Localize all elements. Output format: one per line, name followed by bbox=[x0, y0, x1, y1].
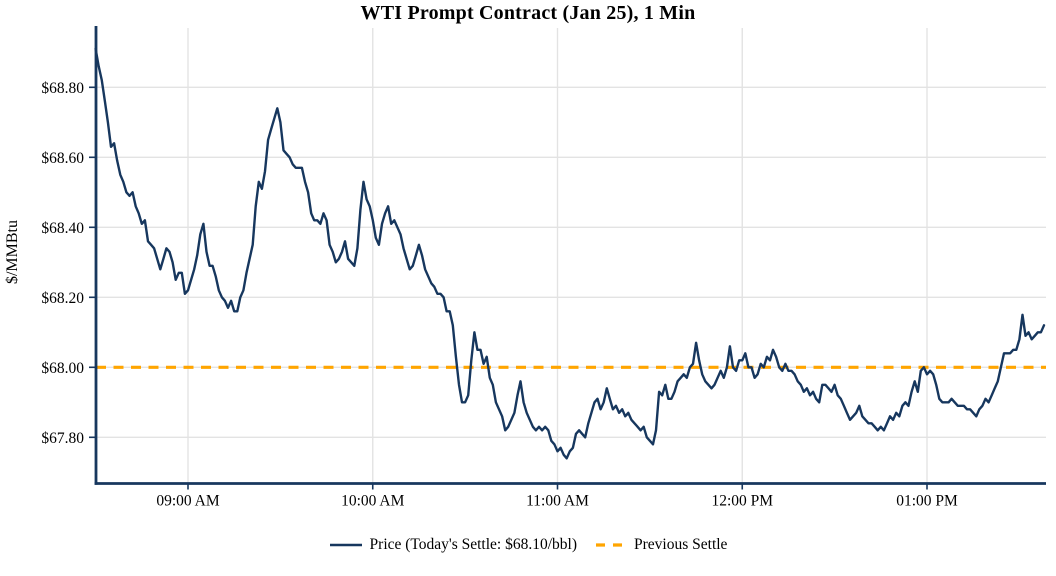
settle-line-swatch bbox=[596, 543, 627, 547]
price-line bbox=[94, 47, 1046, 460]
y-tick-label: $67.80 bbox=[41, 430, 84, 447]
gridlines bbox=[96, 28, 1046, 484]
x-axis-tick-labels: 09:00 AM 10:00 AM 11:00 AM 12:00 PM 01:00 PM bbox=[156, 493, 958, 510]
y-tick-label: $68.80 bbox=[41, 80, 84, 97]
y-tick-label: $68.20 bbox=[41, 290, 84, 307]
x-tick-label: 09:00 AM bbox=[156, 493, 220, 510]
x-tick-label: 01:00 PM bbox=[896, 493, 958, 510]
legend: Price (Today's Settle: $68.10/bbl) Previ… bbox=[0, 536, 1056, 554]
price-line-swatch bbox=[329, 543, 362, 547]
x-tick-label: 10:00 AM bbox=[341, 493, 405, 510]
x-tick-label: 11:00 AM bbox=[526, 493, 589, 510]
chart-title: WTI Prompt Contract (Jan 25), 1 Min bbox=[360, 2, 696, 24]
legend-settle-label: Previous Settle bbox=[634, 536, 728, 553]
y-axis-tick-labels: $68.80 $68.60 $68.40 $68.20 $68.00 $67.80 bbox=[41, 80, 84, 447]
legend-price-label: Price (Today's Settle: $68.10/bbl) bbox=[369, 536, 578, 553]
y-tick-label: $68.00 bbox=[41, 360, 84, 377]
legend-item-price: Price (Today's Settle: $68.10/bbl) bbox=[329, 536, 577, 554]
x-tick-label: 12:00 PM bbox=[711, 493, 773, 510]
legend-item-settle: Previous Settle bbox=[595, 536, 727, 554]
y-tick-label: $68.40 bbox=[41, 220, 84, 237]
price-line-path bbox=[94, 47, 1046, 460]
y-tick-label: $68.60 bbox=[41, 150, 84, 167]
axes bbox=[89, 26, 1046, 490]
